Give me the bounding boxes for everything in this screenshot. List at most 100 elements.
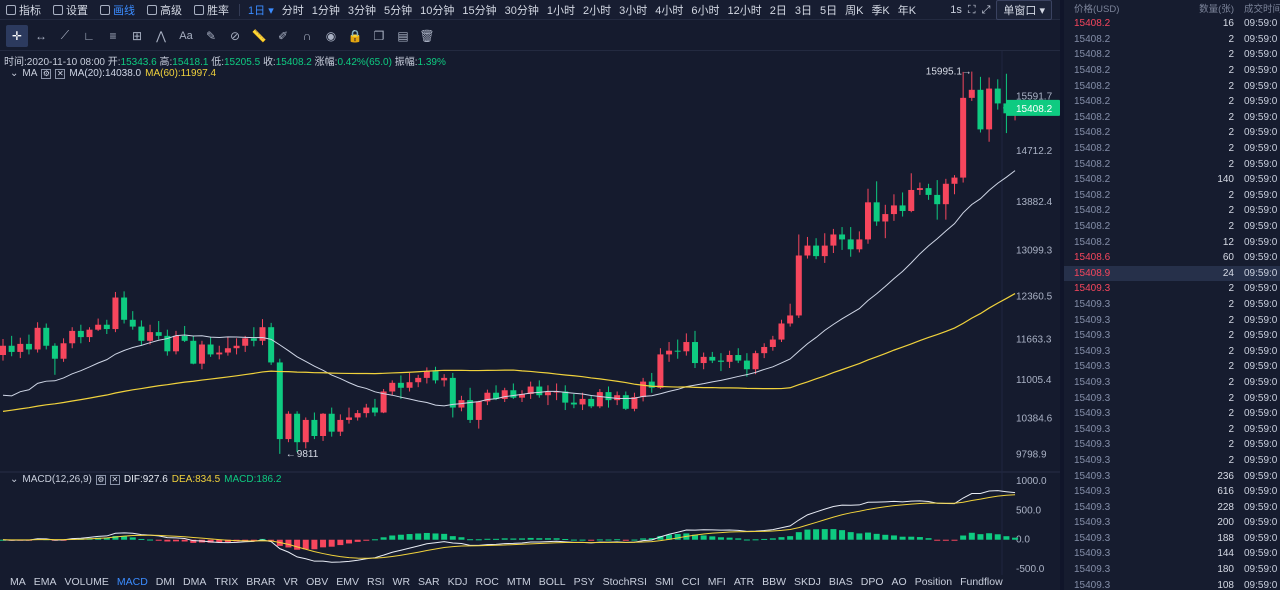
price-axis-label: 11005.4 xyxy=(1016,375,1052,386)
timeframe-0[interactable]: 分时 xyxy=(281,4,304,17)
indicator-tab-22[interactable]: MFI xyxy=(707,576,726,588)
indicator-tab-1[interactable]: EMA xyxy=(33,576,57,588)
indicator-tab-20[interactable]: SMI xyxy=(654,576,674,588)
indicator-tab-8[interactable]: VR xyxy=(283,576,299,588)
toolbar-button-4[interactable]: 胜率 xyxy=(188,0,235,20)
candle-body xyxy=(432,371,439,381)
timeframe-12[interactable]: 12小时 xyxy=(727,4,762,17)
trade-time: 09:59:0 xyxy=(1244,143,1278,155)
indicator-tab-9[interactable]: OBV xyxy=(306,576,329,588)
pattern-icon[interactable]: ⋀ xyxy=(156,28,166,43)
indicator-tab-10[interactable]: EMV xyxy=(336,576,360,588)
trade-qty: 2 xyxy=(1228,298,1234,310)
macd-bar xyxy=(865,532,871,540)
trade-row: 15409.3 180 09:59:0 xyxy=(1064,562,1280,578)
timeframe-11[interactable]: 6小时 xyxy=(691,4,720,17)
timeframe-3[interactable]: 5分钟 xyxy=(383,4,413,17)
indicator-tab-27[interactable]: DPO xyxy=(860,576,884,588)
timeframe-7[interactable]: 1小时 xyxy=(546,4,575,17)
indicator-tab-30[interactable]: Fundflow xyxy=(960,576,1003,588)
interval-select[interactable]: 1日 ▾ xyxy=(244,2,278,18)
window-select[interactable]: 单窗口 ▾ xyxy=(996,0,1052,20)
collapse-chevron-icon[interactable]: ⌄ xyxy=(10,474,19,485)
eye-icon[interactable]: ◉ xyxy=(325,28,337,43)
indicator-tab-14[interactable]: KDJ xyxy=(447,576,468,588)
trendline-icon[interactable]: ⟋ xyxy=(60,28,70,42)
indicator-tab-16[interactable]: MTM xyxy=(506,576,531,588)
refresh-interval[interactable]: 1s xyxy=(950,4,962,16)
toolbar-button-3[interactable]: 高级 xyxy=(141,0,188,20)
indicator-tab-26[interactable]: BIAS xyxy=(828,576,853,588)
timeframe-15[interactable]: 5日 xyxy=(819,4,838,17)
kline-chart[interactable]: 15591.7 14712.2 13882.4 13099.3 12360.5 11663… xyxy=(0,51,1060,590)
timeframe-16[interactable]: 周K xyxy=(845,4,864,17)
indicator-tab-24[interactable]: BBW xyxy=(762,576,786,588)
indicator-tab-2[interactable]: VOLUME xyxy=(64,576,109,588)
indicator-tab-13[interactable]: SAR xyxy=(418,576,440,588)
expand-icon[interactable]: ⤢ xyxy=(981,3,991,16)
settings-icon[interactable]: ⚙ xyxy=(95,474,106,485)
timeframe-6[interactable]: 30分钟 xyxy=(504,4,539,17)
close-icon[interactable]: ✕ xyxy=(55,68,66,79)
close-icon[interactable]: ✕ xyxy=(109,474,120,485)
timeframe-14[interactable]: 3日 xyxy=(794,4,812,17)
toolbar-button-0[interactable]: 指标 xyxy=(0,0,47,20)
panel-divider[interactable] xyxy=(1060,0,1064,590)
toolbar-button-2[interactable]: 画线 xyxy=(94,0,141,20)
indicator-tab-23[interactable]: ATR xyxy=(733,576,755,588)
indicator-tab-5[interactable]: DMA xyxy=(183,576,207,588)
timeframe-18[interactable]: 年K xyxy=(897,4,917,17)
timeframe-4[interactable]: 10分钟 xyxy=(420,4,455,17)
collapse-chevron-icon[interactable]: ⌄ xyxy=(10,68,19,79)
candle-body xyxy=(882,214,889,222)
indicator-tab-11[interactable]: RSI xyxy=(367,576,385,588)
layers-icon[interactable]: ▤ xyxy=(397,28,409,43)
timeframe-2[interactable]: 3分钟 xyxy=(347,4,376,17)
indicator-tab-15[interactable]: ROC xyxy=(475,576,499,588)
indicator-tab-3[interactable]: MACD xyxy=(116,576,148,588)
fullscreen-icon[interactable]: ⛶ xyxy=(967,3,976,16)
timeframe-5[interactable]: 15分钟 xyxy=(462,4,497,17)
settings-icon[interactable]: ⚙ xyxy=(41,68,52,79)
indicator-tab-6[interactable]: TRIX xyxy=(214,576,239,588)
ruler-icon[interactable]: 📏 xyxy=(251,28,267,43)
indicator-tab-28[interactable]: AO xyxy=(891,576,907,588)
indicator-tab-12[interactable]: WR xyxy=(392,576,411,588)
timeframe-17[interactable]: 季K xyxy=(871,4,890,17)
time-label: 时间: xyxy=(4,57,27,68)
indicator-tab-7[interactable]: BRAR xyxy=(246,576,276,588)
macd-bar xyxy=(795,532,802,540)
toolbar-button-1[interactable]: 设置 xyxy=(47,0,94,20)
fib-icon[interactable]: ⊞ xyxy=(131,28,143,43)
magnet-icon[interactable]: ∩ xyxy=(302,28,312,43)
candle-body xyxy=(302,419,309,443)
timeframe-13[interactable]: 2日 xyxy=(769,4,787,17)
indicator-tab-0[interactable]: MA xyxy=(10,576,26,588)
trash-icon[interactable]: 🗑 xyxy=(419,28,435,43)
indicator-tab-19[interactable]: StochRSI xyxy=(602,576,647,588)
timeframe-1[interactable]: 1分钟 xyxy=(311,4,340,17)
indicator-tab-29[interactable]: Position xyxy=(914,576,953,588)
measure-icon[interactable]: ⊘ xyxy=(229,28,241,43)
angle-icon[interactable]: ∟ xyxy=(83,28,95,43)
hline-icon[interactable]: ↔ xyxy=(35,28,47,43)
trade-row: 15408.2 2 09:59:0 xyxy=(1064,78,1280,94)
timeframe-9[interactable]: 3小时 xyxy=(619,4,648,17)
indicator-tab-4[interactable]: DMI xyxy=(155,576,176,588)
lock-icon[interactable]: 🔒 xyxy=(347,28,363,43)
candle-body xyxy=(164,335,171,352)
text-icon[interactable]: Aa xyxy=(179,29,193,42)
brush-icon[interactable]: ✎ xyxy=(205,28,217,43)
candle-body xyxy=(198,344,205,364)
crosshair-icon[interactable]: ✛ xyxy=(6,24,28,47)
timeframe-10[interactable]: 4小时 xyxy=(655,4,684,17)
edit-icon[interactable]: ✐ xyxy=(277,28,289,43)
macd-bar xyxy=(648,538,655,540)
channel-icon[interactable]: ≡ xyxy=(109,28,117,43)
indicator-tab-25[interactable]: SKDJ xyxy=(793,576,821,588)
clone-icon[interactable]: ❐ xyxy=(373,28,385,43)
indicator-tab-21[interactable]: CCI xyxy=(681,576,700,588)
indicator-tab-18[interactable]: PSY xyxy=(573,576,595,588)
timeframe-8[interactable]: 2小时 xyxy=(582,4,612,17)
indicator-tab-17[interactable]: BOLL xyxy=(538,576,566,588)
